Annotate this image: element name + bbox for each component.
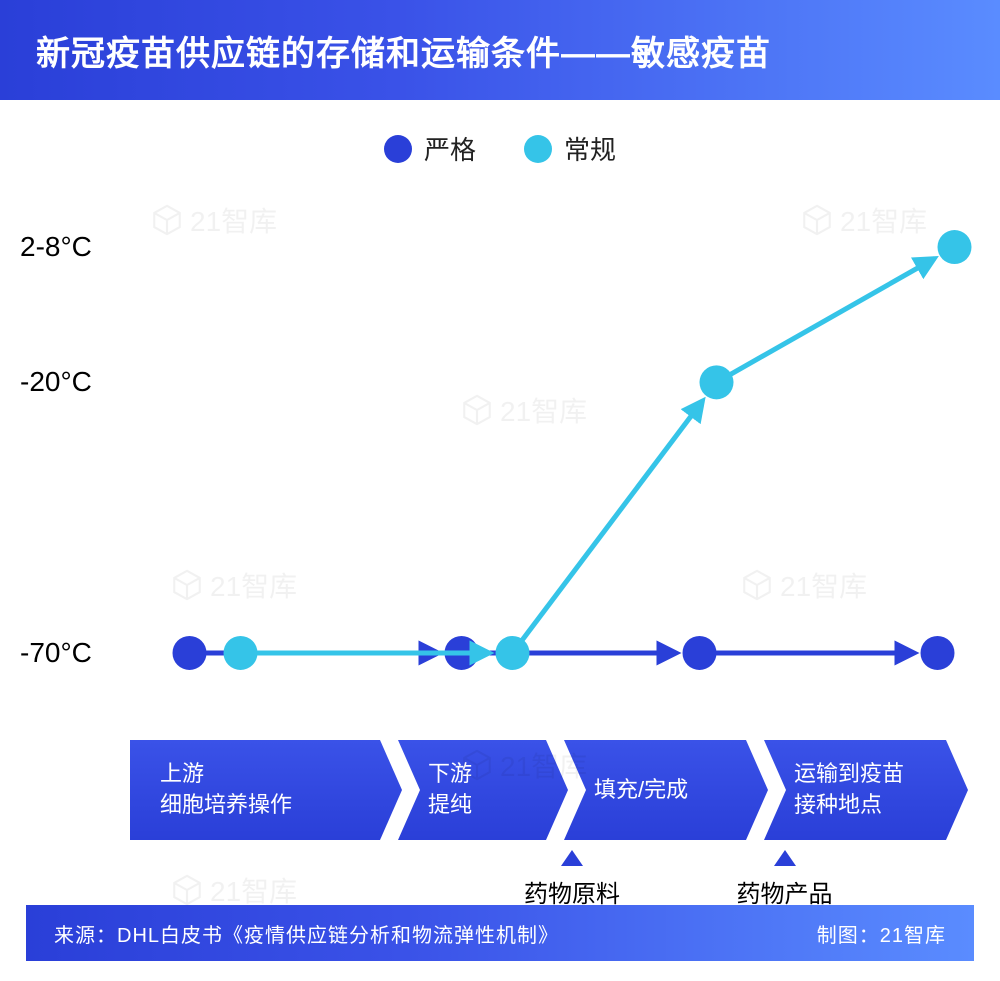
stage-0: 上游细胞培养操作: [130, 740, 402, 840]
triangle-up-icon: [561, 850, 583, 866]
stage-label-line1: 运输到疫苗: [794, 759, 968, 790]
footer-banner: 来源：DHL白皮书《疫情供应链分析和物流弹性机制》 制图：21智库: [26, 905, 974, 961]
page-title: 新冠疫苗供应链的存储和运输条件——敏感疫苗: [36, 26, 771, 75]
legend-item-strict: 严格: [384, 130, 476, 167]
process-stages: 上游细胞培养操作下游提纯填充/完成运输到疫苗接种地点: [130, 740, 980, 840]
marker-0: 药物原料: [524, 850, 620, 909]
data-point: [938, 230, 972, 264]
header-banner: 新冠疫苗供应链的存储和运输条件——敏感疫苗: [0, 0, 1000, 100]
stage-1: 下游提纯: [398, 740, 568, 840]
series-segment: [515, 401, 703, 651]
stage-3: 运输到疫苗接种地点: [764, 740, 968, 840]
legend-dot-normal: [524, 135, 552, 163]
marker-label: 药物产品: [737, 874, 833, 909]
data-point: [700, 365, 734, 399]
stage-label-line2: 细胞培养操作: [160, 790, 402, 821]
legend-dot-strict: [384, 135, 412, 163]
data-point: [224, 636, 258, 670]
legend: 严格 常规: [0, 130, 1000, 167]
data-point: [496, 636, 530, 670]
data-point: [921, 636, 955, 670]
footer-credit: 制图：21智库: [817, 919, 946, 948]
legend-item-normal: 常规: [524, 130, 616, 167]
chart-area: 2-8°C-20°C-70°C: [0, 180, 1000, 710]
line-chart-svg: [0, 180, 1000, 710]
footer-source: 来源：DHL白皮书《疫情供应链分析和物流弹性机制》: [54, 919, 559, 948]
series-segment: [719, 258, 934, 380]
marker-1: 药物产品: [737, 850, 833, 909]
stage-label-line1: 下游: [428, 759, 568, 790]
data-point: [683, 636, 717, 670]
stage-2: 填充/完成: [564, 740, 768, 840]
stage-label-line2: 接种地点: [794, 790, 968, 821]
data-point: [173, 636, 207, 670]
legend-label-normal: 常规: [564, 130, 616, 167]
stage-label-line1: 填充/完成: [594, 775, 768, 806]
legend-label-strict: 严格: [424, 130, 476, 167]
stage-label-line2: 提纯: [428, 790, 568, 821]
chart-body: 严格 常规 2-8°C-20°C-70°C 上游细胞培养操作下游提纯填充/完成运…: [0, 100, 1000, 880]
marker-label: 药物原料: [524, 874, 620, 909]
stage-label-line1: 上游: [160, 759, 402, 790]
triangle-up-icon: [774, 850, 796, 866]
